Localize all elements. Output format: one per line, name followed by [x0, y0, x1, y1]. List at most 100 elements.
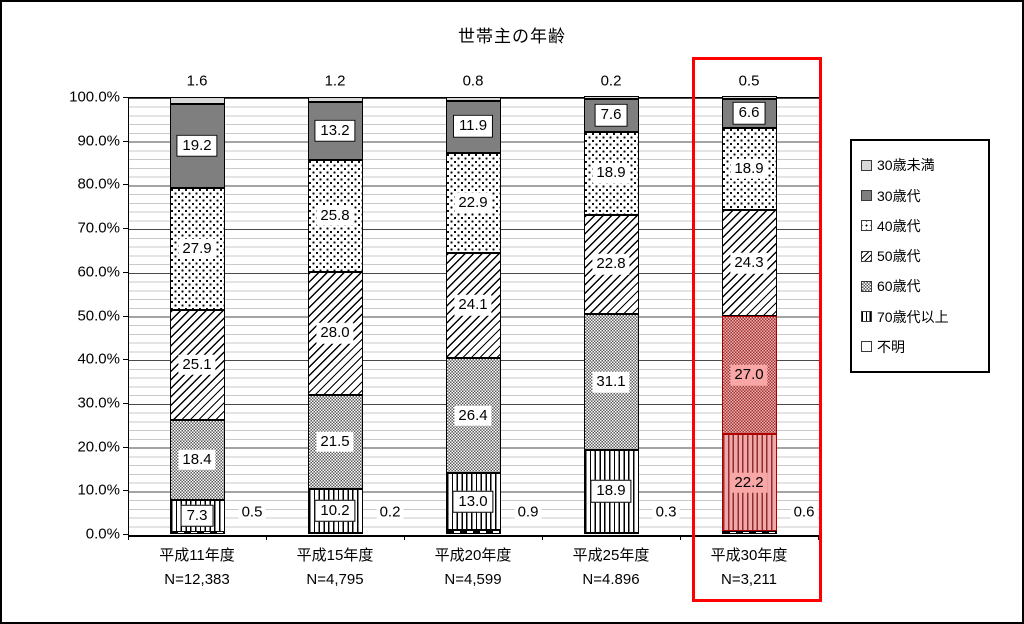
x-axis-tick-mark	[266, 535, 267, 540]
y-axis-tick-label: 50.0%	[77, 307, 120, 324]
chart-title: 世帯主の年齢	[458, 27, 566, 46]
y-axis-tick-mark	[123, 359, 128, 361]
data-label-40歳代: 22.9	[454, 192, 492, 213]
bar-segment-不明	[721, 531, 777, 534]
bar-segment-30歳未満	[721, 95, 777, 99]
y-axis-tick-mark	[123, 140, 128, 142]
data-label-40歳代: 18.9	[730, 158, 768, 180]
bar-平成20年度	[445, 97, 501, 534]
y-axis-tick-label: 70.0%	[77, 219, 120, 237]
legend-swatch-icon	[861, 190, 872, 201]
data-label-30歳未満: 0.2	[600, 72, 622, 90]
data-label-50歳代: 28.0	[316, 323, 354, 344]
category-n-label: N=12,383	[164, 571, 230, 588]
data-label-50歳代: 25.1	[178, 354, 216, 375]
legend-label: 不明	[877, 338, 905, 355]
data-label-70歳代以上: 10.2	[314, 499, 356, 523]
bar-segment-30歳未満	[445, 97, 501, 101]
x-axis-tick-mark	[680, 535, 681, 540]
data-label-30歳代: 13.2	[314, 119, 356, 142]
x-axis-category-label: 平成15年度 N=4,795	[265, 544, 405, 592]
y-axis-tick-label: 0.0%	[85, 525, 120, 543]
data-label-30歳代: 19.2	[176, 134, 218, 158]
x-axis-category-label: 平成11年度 N=12,383	[127, 544, 267, 592]
y-axis-tick-label: 20.0%	[77, 438, 120, 456]
legend-label: 50歳代	[877, 248, 921, 264]
legend-swatch-icon	[861, 250, 872, 262]
y-axis-tick-mark	[123, 315, 128, 317]
y-axis-tick-label: 90.0%	[77, 132, 120, 150]
legend-swatch-icon	[861, 159, 872, 171]
legend-item-30歳代: 30歳代	[861, 186, 988, 206]
y-axis-tick-mark	[123, 446, 128, 448]
y-axis-tick-label: 80.0%	[77, 175, 120, 193]
data-label-50歳代: 22.8	[592, 254, 630, 275]
data-label-30歳代: 7.6	[594, 104, 628, 127]
legend-label: 60歳代	[877, 278, 921, 295]
legend-item-30歳未満: 30歳未満	[861, 155, 988, 175]
x-axis-category-label: 平成20年度 N=4,599	[403, 544, 543, 592]
data-label-不明: 0.9	[514, 502, 542, 522]
y-axis-tick-mark	[123, 228, 128, 230]
legend-swatch-icon	[861, 220, 872, 232]
x-axis-tick-mark	[404, 535, 405, 540]
category-n-label: N=4,795	[306, 571, 364, 588]
legend: 30歳未満 30歳代 40歳代 50歳代 60歳代 70歳代以上 不明	[850, 139, 990, 373]
y-axis-tick-label: 100.0%	[69, 88, 120, 106]
data-label-70歳代以上: 22.2	[730, 472, 768, 494]
data-label-40歳代: 27.9	[178, 238, 216, 260]
data-label-50歳代: 24.3	[730, 253, 768, 274]
data-label-70歳代以上: 18.9	[590, 480, 632, 503]
category-year-label: 平成15年度	[296, 547, 374, 564]
data-label-30歳未満: 1.6	[186, 72, 208, 90]
category-year-label: 平成20年度	[434, 547, 512, 564]
legend-label: 30歳未満	[877, 157, 935, 174]
y-axis-tick-label: 40.0%	[77, 350, 120, 368]
legend-swatch-icon	[861, 280, 872, 292]
y-axis-tick-mark	[123, 271, 128, 273]
data-label-70歳代以上: 13.0	[452, 490, 494, 513]
bar-segment-30歳未満	[583, 95, 639, 99]
y-axis-tick-mark	[123, 184, 128, 186]
category-n-label: N=3,211	[720, 571, 777, 588]
y-axis-tick-mark	[123, 97, 128, 98]
data-label-40歳代: 25.8	[316, 205, 354, 227]
legend-item-不明: 不明	[861, 337, 988, 357]
legend-item-70歳代以上: 70歳代以上	[861, 307, 988, 327]
category-n-label: N=4,599	[444, 571, 502, 588]
x-axis-category-label: 平成25年度 N=4.896	[541, 544, 681, 592]
legend-item-40歳代: 40歳代	[861, 216, 988, 236]
data-label-不明: 0.5	[238, 502, 266, 522]
category-year-label: 平成25年度	[572, 547, 650, 564]
y-axis-tick-mark	[123, 402, 128, 404]
bar-segment-不明	[445, 530, 501, 534]
data-label-30歳未満: 0.5	[738, 72, 760, 90]
data-label-30歳未満: 0.8	[462, 72, 484, 90]
legend-label: 70歳代以上	[877, 308, 949, 325]
legend-label: 30歳代	[877, 187, 921, 204]
category-year-label: 平成11年度	[159, 547, 235, 564]
y-axis-tick-label: 60.0%	[77, 263, 120, 281]
y-axis-tick-label: 10.0%	[77, 481, 120, 499]
data-label-60歳代: 21.5	[316, 431, 354, 452]
y-axis-tick-mark	[123, 490, 128, 492]
bar-segment-30歳未満	[307, 96, 363, 102]
bar-平成15年度	[307, 96, 363, 534]
legend-swatch-icon	[861, 341, 872, 353]
y-axis-tick-mark	[123, 534, 128, 535]
data-label-40歳代: 18.9	[592, 163, 630, 184]
x-axis-category-label: 平成30年度 N=3,211	[679, 544, 819, 592]
data-label-70歳代以上: 7.3	[180, 504, 214, 528]
x-axis-tick-mark	[128, 535, 129, 540]
data-label-60歳代: 18.4	[178, 449, 216, 470]
data-label-30歳未満: 1.2	[324, 72, 346, 90]
data-label-不明: 0.3	[652, 502, 680, 522]
x-axis-tick-mark	[818, 535, 819, 540]
data-label-30歳代: 6.6	[732, 101, 766, 125]
data-label-60歳代: 27.0	[730, 365, 768, 386]
category-n-label: N=4.896	[582, 571, 640, 588]
x-axis-tick-mark	[542, 535, 543, 540]
data-label-60歳代: 31.1	[592, 371, 630, 393]
data-label-60歳代: 26.4	[454, 405, 492, 426]
y-axis-tick-label: 30.0%	[77, 394, 120, 412]
